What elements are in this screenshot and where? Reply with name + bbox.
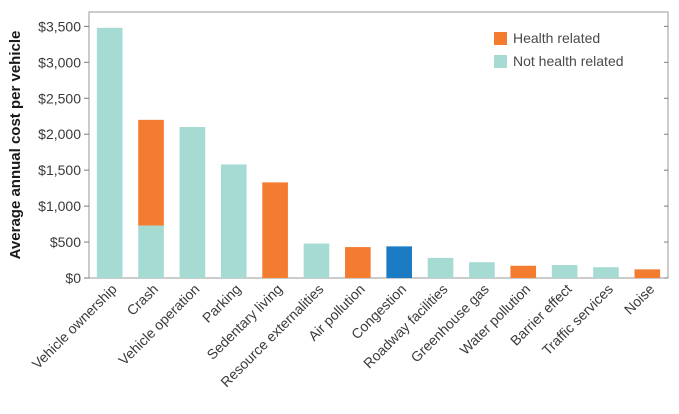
y-tick-label: $1,000: [38, 198, 81, 214]
bar-segment: [138, 225, 164, 278]
y-tick-label: $2,500: [38, 90, 81, 106]
legend: Health related Not health related: [494, 30, 624, 69]
bar-segment: [510, 265, 537, 278]
bar-segment: [469, 262, 495, 278]
y-tick-label: $3,000: [38, 54, 81, 70]
bar-segment: [179, 127, 206, 278]
y-tick-label: $500: [50, 234, 81, 250]
legend-label: Not health related: [513, 53, 624, 69]
y-axis: $0 $500 $1,000 $1,500 $2,000 $2,500 $3,000 $3,5…: [38, 18, 668, 286]
y-tick-label: $0: [65, 270, 81, 286]
bar-segment: [138, 119, 164, 226]
y-axis-label: Average annual cost per vehicle: [7, 31, 24, 260]
legend-swatch: [494, 55, 507, 68]
bars-group: [96, 27, 661, 278]
legend-label: Health related: [513, 30, 600, 46]
bar-segment: [303, 243, 330, 278]
bar-segment: [551, 265, 578, 278]
bar-highlight: [386, 246, 412, 278]
bar-segment: [634, 269, 661, 278]
y-tick-label: $2,000: [38, 126, 81, 142]
bar-segment: [96, 27, 123, 278]
plot-frame: [88, 11, 669, 279]
y-tick-label: $1,500: [38, 162, 81, 178]
bar-segment: [427, 257, 454, 278]
y-tick-label: $3,500: [38, 18, 81, 34]
bar-segment: [345, 247, 371, 278]
plot-border: [88, 11, 669, 279]
bar-segment: [262, 182, 288, 278]
bar-segment: [593, 267, 619, 278]
legend-swatch: [494, 32, 507, 45]
bar-segment: [220, 164, 247, 278]
